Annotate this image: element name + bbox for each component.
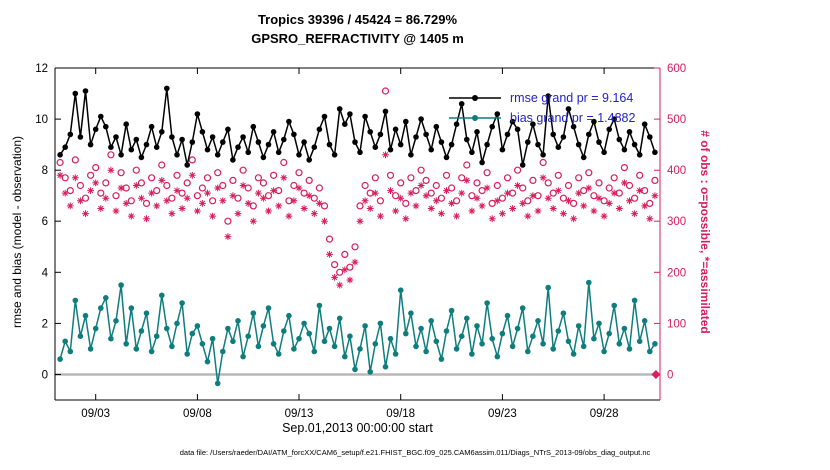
left-y-axis-label: rmse and bias (model - observation) xyxy=(10,135,24,329)
title-line2: GPSRO_REFRACTIVITY @ 1405 m xyxy=(251,31,464,46)
x-tick-label: 09/03 xyxy=(81,408,110,420)
legend-item: rmse grand pr = 9.164 xyxy=(447,88,635,108)
series-assimilated xyxy=(56,151,659,289)
axes: 09/03 09/08 09/13 09/18 09/23 09/28 0 2 4 6 8 10 12 0… xyxy=(35,63,686,420)
left-y-tick-label: 0 xyxy=(42,370,48,382)
right-y-tick-label: 400 xyxy=(667,165,686,177)
legend-label: rmse grand pr = 9.164 xyxy=(510,91,634,105)
legend-item: bias grand pr = 1.4882 xyxy=(447,108,635,128)
left-y-tick-label: 4 xyxy=(42,267,49,279)
right-y-tick-label: 300 xyxy=(667,216,686,228)
x-tick-label: 09/08 xyxy=(183,408,212,420)
left-y-tick-label: 12 xyxy=(35,63,48,75)
series-rmse xyxy=(57,85,658,168)
legend: rmse grand pr = 9.164 bias grand pr = 1.4… xyxy=(447,88,635,128)
series-bias xyxy=(57,279,658,387)
x-tick-label: 09/28 xyxy=(590,408,619,420)
legend-line-marker-icon xyxy=(449,95,501,101)
legend-label: bias grand pr = 1.4882 xyxy=(510,111,636,125)
right-y-axis-label: # of obs : o=possible, *=assimilated xyxy=(698,130,712,334)
left-y-tick-label: 10 xyxy=(35,114,48,126)
title-line1: Tropics 39396 / 45424 = 86.729% xyxy=(257,12,458,27)
left-y-tick-label: 8 xyxy=(42,165,48,177)
right-y-tick-label: 600 xyxy=(667,63,686,75)
x-tick-label: 09/23 xyxy=(488,408,517,420)
left-y-tick-label: 6 xyxy=(42,216,48,228)
legend-line-marker-icon xyxy=(449,115,501,121)
right-y-tick-label: 500 xyxy=(667,114,686,126)
x-tick-label: 09/13 xyxy=(285,408,314,420)
right-y-tick-label: 100 xyxy=(667,318,686,330)
left-y-tick-label: 2 xyxy=(42,318,48,330)
x-tick-label: 09/18 xyxy=(386,408,415,420)
data-file-caption: data file: /Users/raeder/DAI/ATM_forcXX/… xyxy=(179,448,651,457)
right-y-tick-label: 0 xyxy=(667,370,673,382)
right-y-tick-label: 200 xyxy=(667,267,686,279)
chart-title: Tropics 39396 / 45424 = 86.729% GPSRO_RE… xyxy=(55,10,660,48)
x-axis-label: Sep.01,2013 00:00:00 start xyxy=(282,421,433,435)
series-possible xyxy=(56,87,659,276)
